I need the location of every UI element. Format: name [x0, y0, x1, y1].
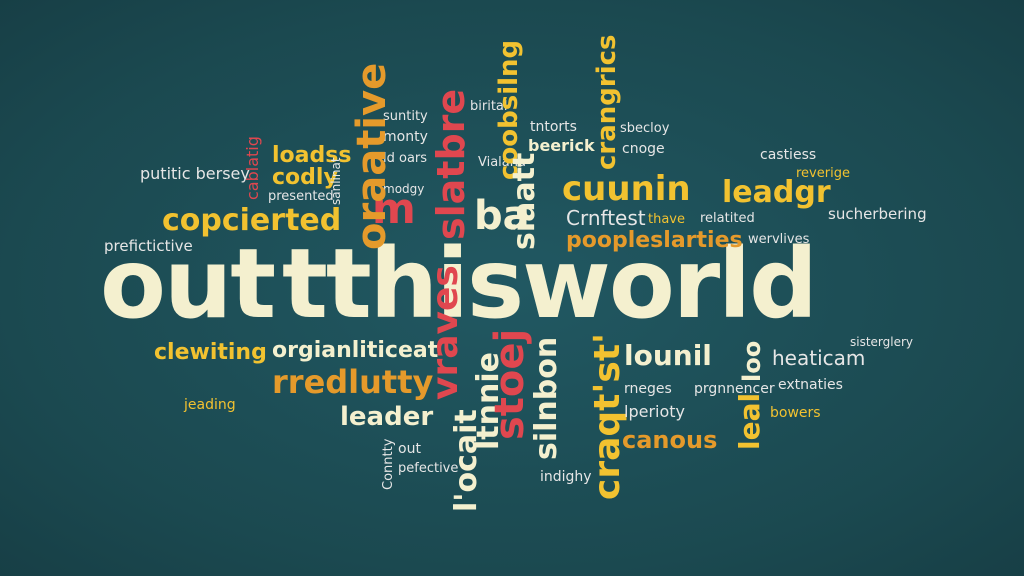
- word: ld oars: [383, 151, 428, 166]
- word: silnbon: [529, 336, 564, 460]
- word: Vialana: [478, 155, 526, 170]
- word: cuunin: [562, 169, 691, 209]
- word: clewiting: [154, 340, 267, 365]
- word: Conntty: [381, 438, 396, 490]
- word: thave: [648, 212, 685, 227]
- word: pefective: [398, 461, 459, 476]
- word: cnoge: [622, 141, 665, 157]
- word: orgianliticeat: [272, 338, 439, 363]
- word: wervlives: [748, 232, 810, 247]
- word: canous: [622, 426, 718, 454]
- word: rredlutty: [272, 363, 434, 401]
- word: monty: [383, 129, 428, 145]
- word: cablatig: [243, 136, 262, 200]
- word: modgy: [383, 182, 425, 196]
- word: copcierted: [162, 203, 342, 238]
- word: birital: [470, 99, 508, 114]
- word: beerick: [528, 136, 595, 155]
- word: vraves: [425, 265, 466, 400]
- word: bowers: [770, 405, 821, 421]
- word: crangrics: [592, 34, 622, 170]
- word: presented: [268, 189, 334, 204]
- word: slatbre: [429, 88, 473, 240]
- word: loadss: [272, 143, 352, 168]
- word: Crnftest: [566, 206, 646, 230]
- word: leadgr: [722, 175, 831, 210]
- word: putitic bersey: [140, 164, 250, 183]
- word: codly: [272, 165, 338, 190]
- word: sisterglery: [850, 335, 914, 349]
- word: heaticam: [772, 346, 866, 370]
- word: relatited: [700, 211, 755, 226]
- word: oraative: [349, 62, 395, 250]
- word: prgnnencer: [694, 381, 775, 397]
- word: leal: [733, 392, 766, 450]
- word: out: [398, 441, 421, 457]
- word: sbecloy: [620, 121, 670, 136]
- word: stoej: [487, 328, 533, 440]
- word: prefictictive: [104, 237, 193, 255]
- word: poopleslarties: [566, 228, 743, 253]
- word: tntorts: [530, 119, 577, 135]
- word: indighy: [540, 469, 592, 485]
- word: craqt'st': [587, 332, 628, 500]
- word: sanlinat: [329, 157, 343, 205]
- word: ba: [474, 193, 530, 239]
- word: extnaties: [778, 377, 843, 393]
- word: jeading: [184, 397, 236, 413]
- word: loo: [738, 340, 766, 382]
- word: castiess: [760, 147, 817, 163]
- word: suntity: [383, 109, 428, 124]
- title-word-thisworld: tthisworld: [282, 228, 818, 340]
- word: siaatt: [507, 152, 542, 250]
- word: sucherbering: [828, 205, 927, 223]
- word: lperioty: [624, 402, 685, 421]
- word: m: [372, 184, 416, 233]
- word: leader: [340, 402, 434, 432]
- word: rneges: [624, 381, 672, 397]
- title-word-out: out: [100, 228, 276, 340]
- word: lounil: [624, 339, 712, 372]
- word: reverige: [796, 166, 850, 181]
